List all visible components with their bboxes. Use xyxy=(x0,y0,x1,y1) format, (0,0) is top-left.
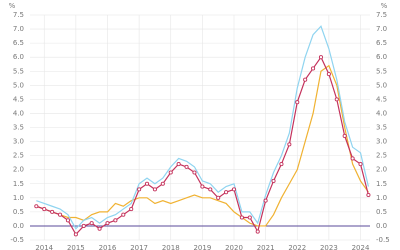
series-marker xyxy=(137,187,142,192)
x-tick-label: 2016 xyxy=(99,244,117,250)
x-tick-label: 2023 xyxy=(320,244,338,250)
y2-tick-label: 1.0 xyxy=(376,194,387,202)
series-marker xyxy=(176,162,181,167)
y2-tick-label: 0.5 xyxy=(376,208,387,216)
y-tick-label: 0.0 xyxy=(13,222,24,230)
series-marker xyxy=(326,72,331,77)
y-tick-label: 7.0 xyxy=(13,25,24,33)
y2-tick-label: 7.0 xyxy=(376,25,387,33)
series-marker xyxy=(57,212,63,217)
y2-tick-label: 4.0 xyxy=(376,109,387,117)
x-tick-label: 2022 xyxy=(288,244,306,250)
y-tick-label: -0.5 xyxy=(10,236,24,244)
y2-tick-label: -0.5 xyxy=(376,236,390,244)
y-tick-label: 4.0 xyxy=(13,109,24,117)
y2-tick-label: 1.5 xyxy=(376,180,387,188)
y2-tick-label: 2.0 xyxy=(376,166,387,174)
y2-tick-label: 6.0 xyxy=(376,53,387,61)
y2-tick-label: 3.0 xyxy=(376,138,387,146)
series-marker xyxy=(287,142,292,147)
x-tick-label: 2019 xyxy=(193,244,211,250)
series-marker xyxy=(89,221,94,226)
series-marker xyxy=(50,209,55,214)
series-marker xyxy=(65,218,71,223)
series-marker xyxy=(73,232,78,237)
series-marker xyxy=(208,187,213,192)
series-marker xyxy=(184,164,189,169)
series-marker xyxy=(358,162,363,167)
y-tick-label: 6.0 xyxy=(13,53,24,61)
y-tick-label: 0.5 xyxy=(13,208,24,216)
y-tick-label: 2.5 xyxy=(13,152,24,160)
y-tick-label: 6.5 xyxy=(13,39,24,47)
series-marker xyxy=(192,170,197,175)
x-tick-label: 2020 xyxy=(225,244,243,250)
y-tick-label: 7.5 xyxy=(13,11,24,19)
series-marker xyxy=(129,207,134,212)
series-marker xyxy=(255,229,260,234)
series-marker xyxy=(216,195,221,200)
series-marker xyxy=(160,181,165,186)
series-marker xyxy=(152,187,157,192)
series-marker xyxy=(42,207,47,212)
y-tick-label: 4.5 xyxy=(13,95,24,103)
y2-tick-label: 0.0 xyxy=(376,222,387,230)
y-tick-label: 3.0 xyxy=(13,138,24,146)
y-tick-label: 5.5 xyxy=(13,67,24,75)
series-marker xyxy=(263,198,268,203)
series-marker xyxy=(318,55,324,60)
series-marker xyxy=(105,221,110,226)
series-line xyxy=(36,25,370,230)
series-marker xyxy=(279,162,284,167)
x-tick-label: 2015 xyxy=(67,244,85,250)
x-tick-label: 2021 xyxy=(257,244,275,250)
series-marker xyxy=(113,218,118,223)
series-marker xyxy=(97,226,102,231)
series-marker xyxy=(81,223,86,228)
series-line xyxy=(36,64,369,227)
x-tick-label: 2017 xyxy=(130,244,148,250)
series-marker xyxy=(168,170,173,175)
series-marker xyxy=(295,100,300,105)
x-tick-label: 2018 xyxy=(162,244,180,250)
series-marker xyxy=(34,204,39,209)
series-marker xyxy=(303,77,308,82)
series-marker xyxy=(311,66,316,71)
series-marker xyxy=(224,190,229,195)
y2-tick-label: 5.0 xyxy=(376,81,387,89)
series-marker xyxy=(271,178,276,183)
y-tick-label: 5.0 xyxy=(13,81,24,89)
y-tick-label: 1.0 xyxy=(13,194,24,202)
series-marker xyxy=(366,192,371,198)
series-marker xyxy=(200,184,205,189)
y-tick-label: 3.5 xyxy=(13,124,24,132)
y2-tick-label: 6.5 xyxy=(376,39,387,47)
x-tick-label: 2024 xyxy=(352,244,370,250)
y2-tick-label: 2.5 xyxy=(376,152,387,160)
series-marker xyxy=(334,97,339,102)
series-marker xyxy=(247,215,252,220)
x-tick-label: 2014 xyxy=(35,244,53,250)
y-tick-label: 1.5 xyxy=(13,180,24,188)
series-marker xyxy=(350,156,355,161)
y2-tick-label: 4.5 xyxy=(376,95,387,103)
y-tick-label: 2.0 xyxy=(13,166,24,174)
series-marker xyxy=(342,133,347,138)
series-marker xyxy=(121,212,126,217)
y2-tick-label: 7.5 xyxy=(376,11,387,19)
series-marker xyxy=(144,181,150,186)
y2-tick-label: 5.5 xyxy=(376,67,387,75)
y2-axis-label: % xyxy=(381,2,388,10)
series-marker xyxy=(231,187,237,192)
series-marker xyxy=(239,215,244,220)
y2-tick-label: 3.5 xyxy=(376,124,387,132)
y-axis-label: % xyxy=(9,2,16,10)
